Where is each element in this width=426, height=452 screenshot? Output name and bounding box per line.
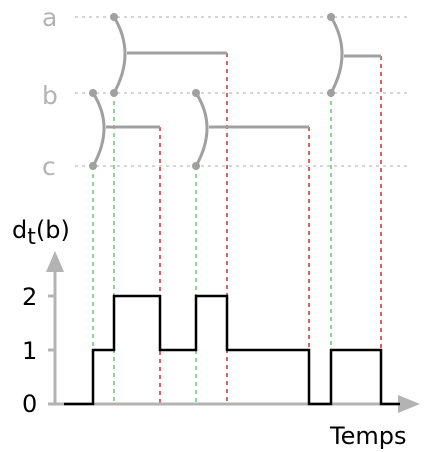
gate-3	[192, 89, 309, 170]
gate-input-dot	[89, 162, 97, 170]
gate-1	[110, 13, 227, 97]
y-axis-title: dt(b)	[12, 216, 70, 250]
x-axis-arrowhead	[398, 395, 420, 413]
gate-curve	[91, 92, 106, 167]
x-axis: Temps	[55, 395, 420, 450]
gate-input-dot	[192, 162, 200, 170]
gate-input-dot	[327, 13, 335, 21]
y-axis-title-subscript: t	[27, 225, 36, 250]
event-markers	[92, 53, 382, 404]
gate-curve	[194, 92, 209, 167]
gate-2	[89, 89, 160, 170]
gate-input-dot	[327, 89, 335, 97]
gates	[89, 13, 381, 170]
y-axis: dt(b) 0 1 2	[12, 216, 70, 418]
gate-curve	[329, 16, 344, 94]
gate-input-dot	[110, 89, 118, 97]
y-tick-label-1: 1	[22, 337, 37, 365]
y-tick-label-2: 2	[22, 283, 37, 311]
gate-input-dot	[110, 13, 118, 21]
gate-input-dot	[192, 89, 200, 97]
y-tick-label-0: 0	[22, 390, 37, 418]
row-label-c: c	[42, 152, 56, 181]
row-guides	[75, 16, 410, 167]
gate-4	[327, 13, 381, 97]
row-label-b: b	[42, 81, 58, 110]
y-axis-title-arg: (b)	[36, 216, 70, 244]
y-axis-arrowhead	[46, 251, 64, 272]
gate-input-dot	[89, 89, 97, 97]
gate-curve	[112, 16, 127, 94]
x-axis-title: Temps	[329, 422, 406, 450]
y-axis-title-main: d	[12, 216, 27, 244]
row-label-a: a	[42, 3, 57, 32]
step-line	[64, 294, 400, 406]
